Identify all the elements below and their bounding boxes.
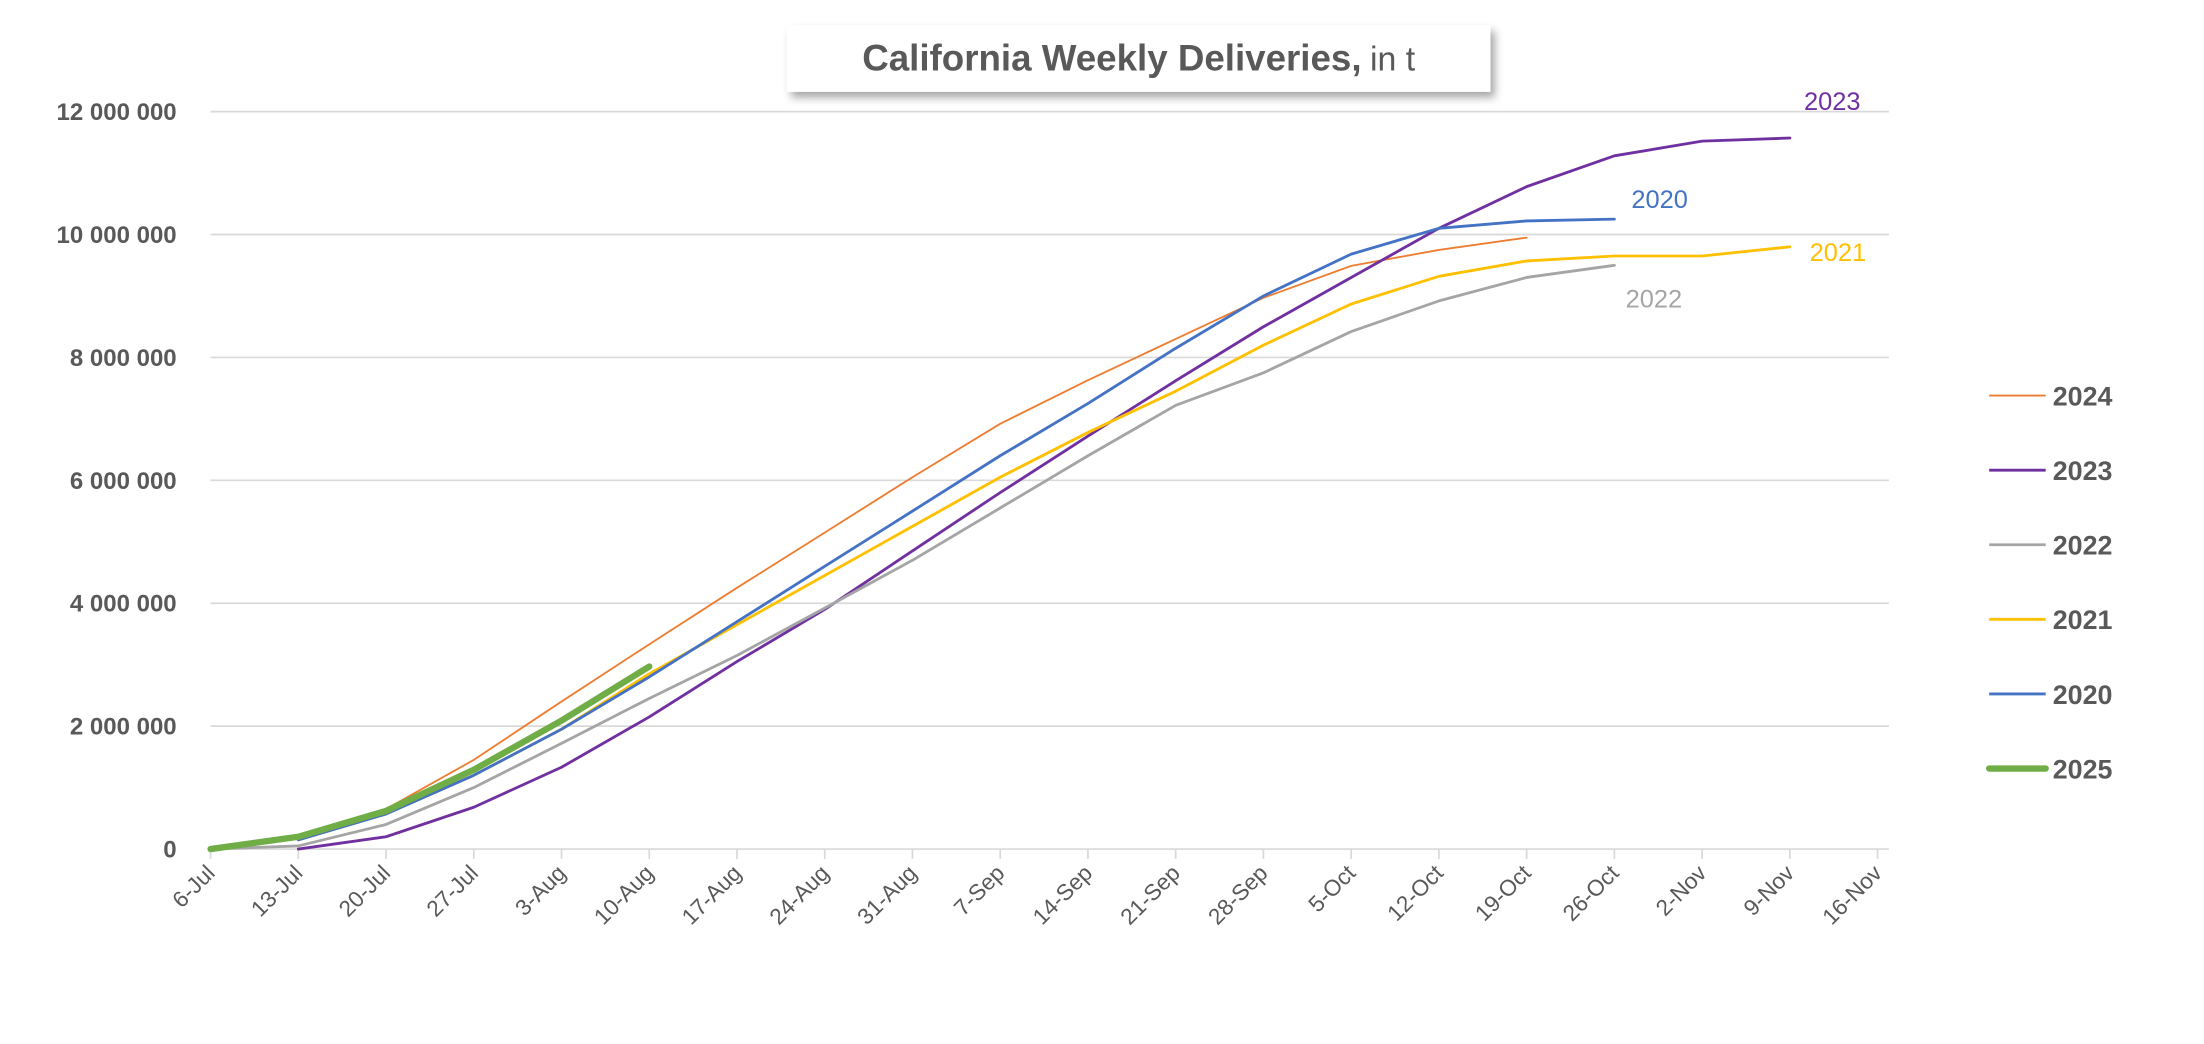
chart-title: California Weekly Deliveries, in t xyxy=(862,38,1416,79)
y-tick-label: 4 000 000 xyxy=(70,591,177,618)
x-tick-label: 3-Aug xyxy=(510,860,570,920)
series-line-2024 xyxy=(209,236,1528,850)
x-tick-label: 10-Aug xyxy=(589,860,658,929)
x-tick-label: 6-Jul xyxy=(167,860,219,912)
x-tick-label: 13-Jul xyxy=(246,860,307,921)
x-tick-label: 28-Sep xyxy=(1203,860,1272,929)
x-tick-label: 17-Aug xyxy=(677,860,746,929)
series-label-2020: 2020 xyxy=(1631,186,1688,214)
x-tick-label: 20-Jul xyxy=(334,860,395,921)
legend-label-2024: 2024 xyxy=(2053,381,2113,411)
gridlines xyxy=(210,110,1889,850)
series-label-2023: 2023 xyxy=(1804,88,1861,116)
series-line-2022 xyxy=(209,263,1616,851)
x-tick-label: 31-Aug xyxy=(852,860,921,929)
legend-label-2022: 2022 xyxy=(2053,531,2113,561)
x-tick-label: 5-Oct xyxy=(1304,860,1361,917)
x-tick-label: 2-Nov xyxy=(1651,860,1712,921)
series-lines xyxy=(207,136,1792,853)
series-labels: 2023 2022 2021 2020 xyxy=(1626,88,1866,314)
x-tick-label: 9-Nov xyxy=(1739,860,1800,921)
legend-label-2023: 2023 xyxy=(2053,456,2113,486)
y-tick-label: 2 000 000 xyxy=(70,714,177,741)
series-label-2021: 2021 xyxy=(1810,239,1867,267)
x-tick-label: 12-Oct xyxy=(1382,860,1448,926)
y-tick-label: 10 000 000 xyxy=(57,222,177,249)
x-tick-label: 19-Oct xyxy=(1470,860,1536,926)
legend-label-2020: 2020 xyxy=(2053,680,2113,710)
chart-title-box: California Weekly Deliveries, in t xyxy=(786,25,1491,92)
x-tick-label: 14-Sep xyxy=(1028,860,1097,929)
x-tick-label: 27-Jul xyxy=(422,860,483,921)
x-tick-label: 26-Oct xyxy=(1558,860,1624,926)
x-tick-label: 24-Aug xyxy=(765,860,834,929)
series-line-2023 xyxy=(296,136,1792,851)
x-tick-label: 7-Sep xyxy=(949,860,1009,920)
y-tick-label: 12 000 000 xyxy=(57,99,177,126)
series-line-2020 xyxy=(296,217,1616,842)
x-axis: 6-Jul 13-Jul 20-Jul 27-Jul 3-Aug 10-Aug 17-Aug… xyxy=(167,849,1888,930)
legend-label-2025: 2025 xyxy=(2053,754,2113,784)
series-label-2022: 2022 xyxy=(1626,286,1683,314)
y-tick-label: 8 000 000 xyxy=(70,345,177,372)
y-tick-label: 6 000 000 xyxy=(70,468,177,495)
y-tick-label: 0 xyxy=(163,837,176,864)
y-axis: 0 2 000 000 4 000 000 6 000 000 8 000 000 10 … xyxy=(57,99,177,863)
x-tick-label: 16-Nov xyxy=(1818,860,1888,930)
legend-label-2021: 2021 xyxy=(2053,605,2113,635)
x-tick-label: 21-Sep xyxy=(1116,860,1185,929)
legend: 2024 2023 2022 2021 2020 2025 xyxy=(1986,381,2113,784)
series-line-2025 xyxy=(207,663,653,853)
